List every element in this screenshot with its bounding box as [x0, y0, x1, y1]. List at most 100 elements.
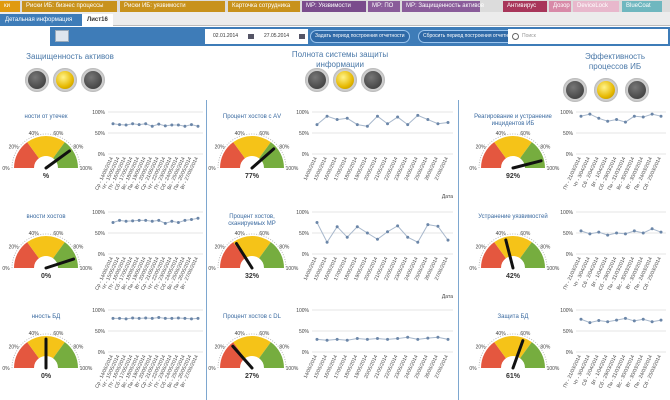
- date-to-field[interactable]: 27.05.2014: [256, 29, 308, 44]
- section-title-coverage: Полнота системы защиты информации: [291, 50, 389, 69]
- calendar-icon[interactable]: [299, 34, 305, 39]
- data-point: [118, 218, 122, 222]
- line-chart: 100%50%0%14/05/201415/05/201416/05/20141…: [296, 110, 453, 200]
- gauge-tick-label: 20%: [9, 344, 20, 350]
- gauge-tick-label: 40%: [29, 331, 40, 337]
- data-point: [632, 229, 636, 233]
- data-point: [623, 232, 627, 236]
- tab-detail-info[interactable]: Детальная информация: [0, 14, 82, 26]
- data-point: [650, 112, 654, 116]
- gauge-segment: [494, 135, 532, 159]
- data-point: [386, 337, 390, 341]
- data-point: [150, 124, 154, 128]
- data-point: [345, 116, 349, 120]
- series-line: [316, 222, 449, 244]
- traffic-light-lamp: [566, 81, 584, 99]
- gauge-tick-label: 100%: [80, 366, 93, 372]
- tab-7[interactable]: Антивирус: [503, 1, 547, 12]
- tab-0[interactable]: ки: [0, 1, 20, 12]
- y-tick-label: 0%: [566, 252, 574, 258]
- data-point: [606, 320, 610, 324]
- data-point: [163, 316, 167, 320]
- search-input[interactable]: Поиск: [508, 29, 668, 44]
- gauge-segment: [53, 342, 78, 368]
- tab-5[interactable]: MP: ПО: [368, 1, 400, 12]
- data-point: [375, 237, 379, 241]
- data-point: [163, 124, 167, 128]
- gauge-tick-label: 80%: [73, 144, 84, 150]
- column-divider: [458, 100, 459, 400]
- data-point: [325, 240, 329, 244]
- tab-8[interactable]: Дозор: [549, 1, 571, 12]
- data-point: [641, 115, 645, 119]
- data-point: [615, 318, 619, 322]
- gauge-tick-label: 40%: [496, 231, 507, 237]
- data-point: [597, 319, 601, 322]
- y-tick-label: 100%: [560, 308, 573, 314]
- data-point: [597, 230, 601, 234]
- data-point: [416, 240, 420, 244]
- image-icon[interactable]: [55, 30, 69, 42]
- data-point: [641, 231, 645, 235]
- gauge-segment: [233, 135, 271, 159]
- section-title-assets: Защищенность активов: [26, 52, 114, 61]
- calendar-icon[interactable]: [248, 34, 254, 39]
- gauge-tick-label: 80%: [540, 144, 551, 150]
- date-from-field[interactable]: 02.01.2014: [205, 29, 257, 44]
- gauge-value: 92%: [505, 173, 520, 180]
- traffic-light-yellow: [53, 68, 77, 92]
- tab-3[interactable]: Карточка сотрудника: [228, 1, 300, 12]
- gauge-tick-label: 40%: [235, 231, 246, 237]
- data-point: [189, 123, 193, 127]
- data-point: [325, 338, 329, 342]
- y-tick-label: 0%: [566, 152, 574, 158]
- tab-2[interactable]: Риски ИБ: уязвимости: [120, 1, 225, 12]
- traffic-light-off: [25, 68, 49, 92]
- y-tick-label: 0%: [98, 152, 106, 158]
- data-point: [189, 218, 193, 222]
- data-point: [157, 122, 161, 126]
- gauge-tick-label: 0%: [208, 266, 216, 272]
- tab-6[interactable]: MP: Защищенность активов: [402, 1, 484, 12]
- data-point: [150, 316, 154, 320]
- tab-10[interactable]: BlueCoat: [622, 1, 662, 12]
- gauge-scale: [217, 333, 287, 369]
- data-point: [345, 235, 349, 239]
- tab-9[interactable]: DeviceLock: [573, 1, 619, 12]
- data-point: [597, 116, 601, 120]
- set-period-button[interactable]: Задать период построения отчетности: [310, 30, 410, 43]
- traffic-light-off: [361, 68, 385, 92]
- gauge-segment: [259, 142, 284, 168]
- gauge-tick-label: 60%: [259, 231, 270, 237]
- data-point: [426, 118, 430, 122]
- data-point: [355, 337, 359, 341]
- series-line: [580, 317, 662, 324]
- data-point: [118, 123, 122, 127]
- gauge-value: 77%: [244, 173, 259, 180]
- gauge-tick-label: 20%: [215, 344, 226, 350]
- data-point: [416, 113, 420, 117]
- gauge-tick-label: 100%: [547, 366, 560, 372]
- data-point: [131, 122, 135, 126]
- x-axis-label: Дата: [442, 194, 453, 200]
- gauge-tick-label: 80%: [540, 244, 551, 250]
- data-point: [650, 227, 654, 231]
- data-point: [632, 114, 636, 118]
- data-point: [579, 229, 583, 233]
- tab-sheet16[interactable]: Лист16: [82, 14, 113, 26]
- y-tick-label: 50%: [95, 131, 106, 137]
- gauge-tick-label: 60%: [520, 231, 531, 237]
- data-point: [446, 238, 450, 242]
- data-point: [436, 224, 440, 228]
- gauge-tick-label: 0%: [208, 366, 216, 372]
- data-point: [315, 221, 319, 224]
- data-point: [416, 337, 420, 341]
- data-point: [144, 122, 148, 126]
- gauge-tick-label: 20%: [9, 144, 20, 150]
- tab-4[interactable]: MP: Уязвимости: [302, 1, 366, 12]
- data-point: [615, 118, 619, 122]
- top-tab-bar: ки Риски ИБ: бизнес процессы Риски ИБ: уяз…: [0, 0, 670, 12]
- gauge-segment: [481, 142, 506, 168]
- tab-1[interactable]: Риски ИБ: бизнес процессы: [22, 1, 117, 12]
- gauge: 0% 20% 40% 60% 80% 100%: [469, 131, 560, 172]
